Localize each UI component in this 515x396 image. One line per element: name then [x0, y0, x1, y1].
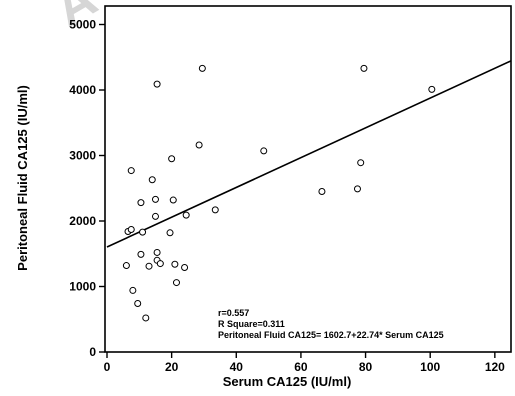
x-tick-label: 60	[294, 360, 308, 374]
y-tick-label: 3000	[69, 149, 96, 163]
data-point	[318, 188, 326, 196]
stat-regression-equation: Peritoneal Fluid CA125= 1602.7+22.74* Se…	[218, 330, 444, 340]
data-point	[145, 262, 153, 270]
stat-r-value: r=0.557	[218, 308, 249, 318]
data-point	[151, 195, 159, 203]
plot-frame	[104, 5, 512, 353]
y-axis: 0 1000 2000 3000 4000 5000	[69, 18, 105, 359]
data-point	[360, 64, 368, 72]
data-point	[172, 279, 180, 287]
data-point	[153, 248, 161, 256]
data-points	[122, 64, 436, 322]
data-point	[168, 155, 176, 163]
data-point	[198, 64, 206, 72]
data-point	[171, 260, 179, 268]
data-point	[153, 80, 161, 88]
x-axis-title: Serum CA125 (IU/ml)	[223, 374, 352, 389]
stat-r-square: R Square=0.311	[218, 319, 285, 329]
y-tick-label: 0	[89, 345, 96, 359]
x-tick-label: 0	[104, 360, 111, 374]
x-tick-label: 120	[485, 360, 505, 374]
data-point	[182, 211, 190, 219]
data-point	[211, 206, 219, 214]
data-point	[122, 262, 130, 270]
y-tick-label: 2000	[69, 214, 96, 228]
data-point	[428, 85, 436, 93]
data-point	[166, 229, 174, 237]
regression-line	[106, 60, 512, 248]
data-point	[357, 159, 365, 167]
data-point	[137, 199, 145, 207]
y-tick-label: 4000	[69, 83, 96, 97]
x-tick-label: 40	[230, 360, 244, 374]
data-point	[181, 264, 189, 272]
data-point	[260, 147, 268, 155]
data-point	[169, 196, 177, 204]
x-axis: 0 20 40 60 80 100 120	[104, 352, 505, 374]
data-point	[137, 250, 145, 258]
y-tick-label: 1000	[69, 280, 96, 294]
data-point	[139, 228, 147, 236]
data-point	[151, 212, 159, 220]
x-tick-label: 20	[165, 360, 179, 374]
data-point	[127, 167, 135, 175]
data-point	[127, 226, 135, 234]
data-point	[353, 185, 361, 193]
x-tick-label: 100	[420, 360, 440, 374]
data-point	[148, 176, 156, 184]
data-point	[195, 141, 203, 149]
x-tick-label: 80	[359, 360, 373, 374]
data-point	[129, 286, 137, 294]
y-tick-label: 5000	[69, 18, 96, 32]
data-point	[142, 314, 150, 322]
y-axis-title: Peritoneal Fluid CA125 (IU/ml)	[15, 85, 30, 271]
data-point	[134, 300, 142, 308]
data-point	[156, 260, 164, 268]
